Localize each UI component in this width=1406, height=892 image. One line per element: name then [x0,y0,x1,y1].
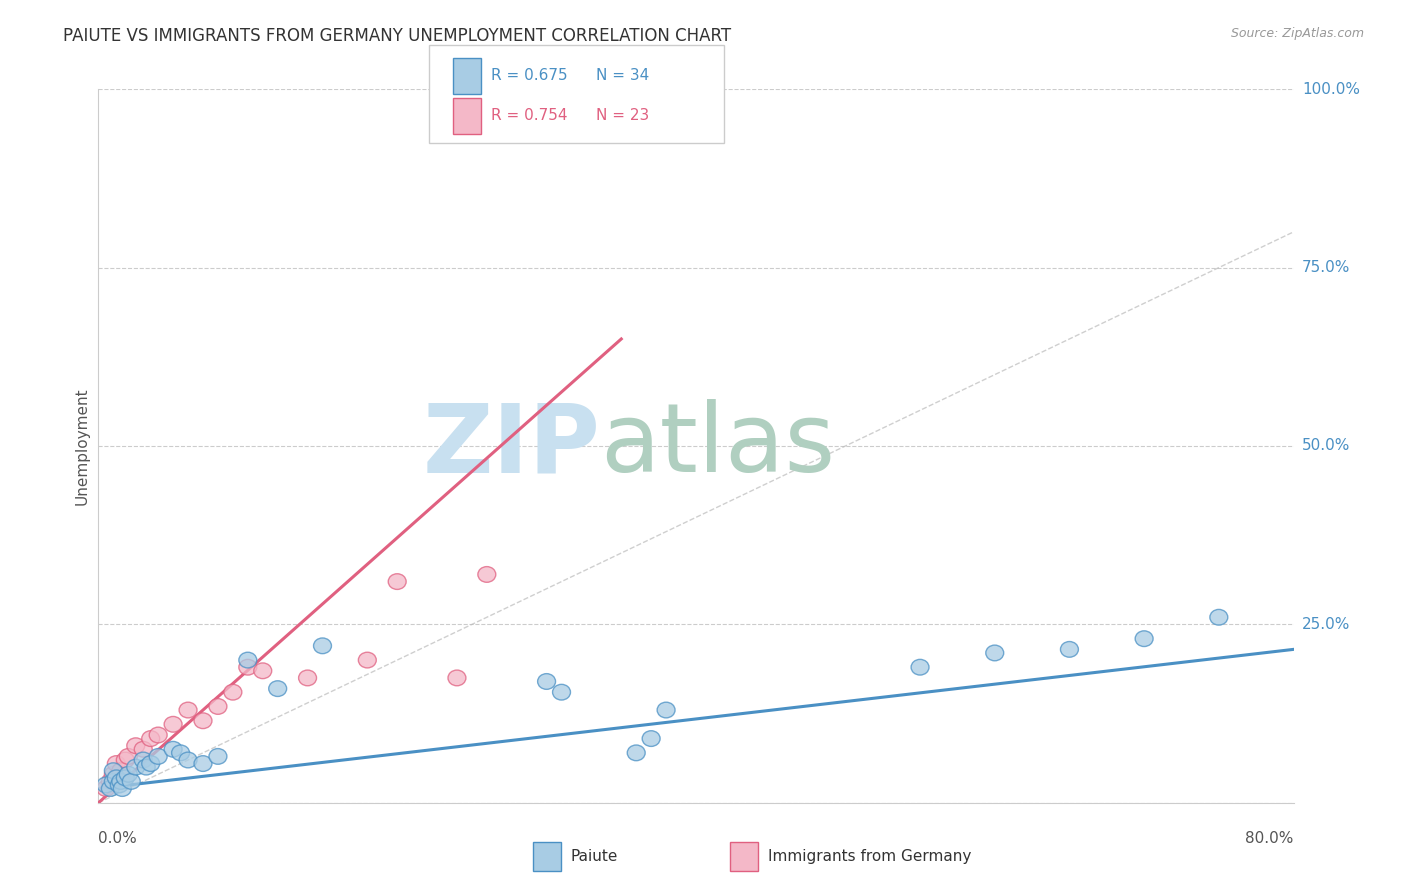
Ellipse shape [135,741,152,757]
Ellipse shape [112,773,129,789]
Ellipse shape [179,702,197,718]
Ellipse shape [194,756,212,772]
Y-axis label: Unemployment: Unemployment [75,387,90,505]
Ellipse shape [165,741,183,757]
Ellipse shape [120,748,138,764]
Ellipse shape [104,766,122,782]
Ellipse shape [209,748,226,764]
Text: 100.0%: 100.0% [1302,82,1360,96]
Text: 80.0%: 80.0% [1246,831,1294,847]
Ellipse shape [314,638,332,654]
Ellipse shape [135,752,152,768]
Text: Paiute: Paiute [571,849,619,863]
Ellipse shape [986,645,1004,661]
Ellipse shape [172,745,190,761]
Ellipse shape [194,713,212,729]
Ellipse shape [657,702,675,718]
Ellipse shape [142,731,160,747]
Ellipse shape [101,773,120,789]
Text: 50.0%: 50.0% [1302,439,1350,453]
Ellipse shape [107,756,125,772]
Ellipse shape [254,663,271,679]
Ellipse shape [449,670,465,686]
Ellipse shape [298,670,316,686]
Ellipse shape [97,780,115,797]
Ellipse shape [478,566,496,582]
Text: N = 23: N = 23 [596,109,650,123]
Text: ZIP: ZIP [422,400,600,492]
Ellipse shape [149,748,167,764]
Ellipse shape [643,731,661,747]
Text: 0.0%: 0.0% [98,831,138,847]
Ellipse shape [179,752,197,768]
Ellipse shape [1135,631,1153,647]
Text: R = 0.675: R = 0.675 [491,69,567,83]
Ellipse shape [359,652,377,668]
Ellipse shape [911,659,929,675]
Ellipse shape [209,698,226,714]
Ellipse shape [122,773,141,789]
Ellipse shape [127,759,145,775]
Text: Source: ZipAtlas.com: Source: ZipAtlas.com [1230,27,1364,40]
Ellipse shape [111,777,128,793]
Ellipse shape [97,777,115,793]
Ellipse shape [104,773,122,789]
Ellipse shape [553,684,571,700]
Text: 25.0%: 25.0% [1302,617,1350,632]
Ellipse shape [127,738,145,754]
Ellipse shape [224,684,242,700]
Text: R = 0.754: R = 0.754 [491,109,567,123]
Ellipse shape [117,770,135,786]
Ellipse shape [114,780,131,797]
Ellipse shape [149,727,167,743]
Ellipse shape [1211,609,1227,625]
Ellipse shape [239,659,257,675]
Text: PAIUTE VS IMMIGRANTS FROM GERMANY UNEMPLOYMENT CORRELATION CHART: PAIUTE VS IMMIGRANTS FROM GERMANY UNEMPL… [63,27,731,45]
Ellipse shape [388,574,406,590]
Ellipse shape [269,681,287,697]
Ellipse shape [627,745,645,761]
Ellipse shape [138,759,155,775]
Text: N = 34: N = 34 [596,69,650,83]
Ellipse shape [117,752,135,768]
Text: 75.0%: 75.0% [1302,260,1350,275]
Ellipse shape [239,652,257,668]
Text: Immigrants from Germany: Immigrants from Germany [768,849,972,863]
Text: atlas: atlas [600,400,835,492]
Ellipse shape [1060,641,1078,657]
Ellipse shape [107,770,125,786]
Ellipse shape [537,673,555,690]
Ellipse shape [104,763,122,779]
Ellipse shape [142,756,160,772]
Ellipse shape [112,763,129,779]
Ellipse shape [165,716,183,732]
Ellipse shape [101,780,120,797]
Ellipse shape [120,766,138,782]
